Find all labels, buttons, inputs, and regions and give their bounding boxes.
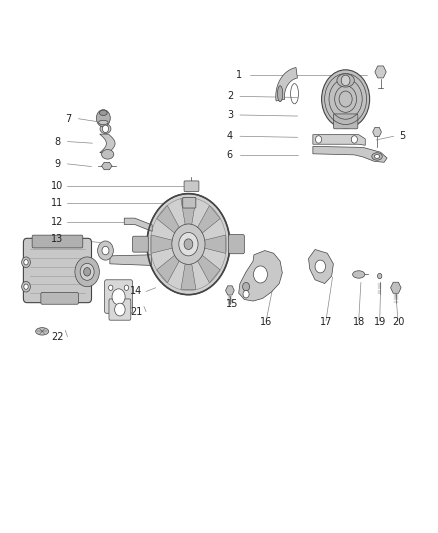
Circle shape xyxy=(351,136,357,143)
Polygon shape xyxy=(373,127,381,136)
FancyBboxPatch shape xyxy=(229,235,244,254)
Circle shape xyxy=(254,266,268,283)
Circle shape xyxy=(102,125,109,133)
Circle shape xyxy=(341,75,350,86)
Circle shape xyxy=(124,285,129,290)
Polygon shape xyxy=(181,244,196,290)
Text: 8: 8 xyxy=(54,136,60,147)
Polygon shape xyxy=(308,249,333,284)
Ellipse shape xyxy=(372,153,382,160)
Polygon shape xyxy=(226,286,234,295)
Polygon shape xyxy=(313,135,365,146)
Polygon shape xyxy=(188,205,220,244)
Text: 19: 19 xyxy=(374,317,386,327)
Text: 3: 3 xyxy=(227,110,233,120)
Polygon shape xyxy=(239,251,283,301)
Circle shape xyxy=(243,282,250,291)
Text: 18: 18 xyxy=(353,317,365,327)
Ellipse shape xyxy=(353,271,365,278)
FancyBboxPatch shape xyxy=(105,280,133,313)
Ellipse shape xyxy=(99,110,107,116)
Circle shape xyxy=(179,232,198,256)
Text: 14: 14 xyxy=(130,286,142,296)
Circle shape xyxy=(115,303,125,316)
Polygon shape xyxy=(157,244,188,283)
Circle shape xyxy=(315,136,321,143)
Text: 6: 6 xyxy=(227,150,233,160)
Polygon shape xyxy=(375,66,386,78)
Ellipse shape xyxy=(378,273,382,279)
Polygon shape xyxy=(110,255,151,265)
Circle shape xyxy=(315,260,325,273)
FancyBboxPatch shape xyxy=(183,197,196,208)
Text: 22: 22 xyxy=(51,332,64,342)
Polygon shape xyxy=(181,199,196,244)
Text: 17: 17 xyxy=(320,317,332,327)
Circle shape xyxy=(172,224,205,264)
Text: 1: 1 xyxy=(236,70,242,80)
Polygon shape xyxy=(151,235,188,253)
FancyBboxPatch shape xyxy=(133,236,148,252)
FancyBboxPatch shape xyxy=(184,181,199,191)
FancyBboxPatch shape xyxy=(41,293,78,304)
Text: 15: 15 xyxy=(226,298,238,309)
Text: 12: 12 xyxy=(51,217,64,228)
FancyBboxPatch shape xyxy=(333,114,358,129)
Circle shape xyxy=(24,260,28,265)
Text: 10: 10 xyxy=(51,181,64,191)
Polygon shape xyxy=(100,134,115,153)
Text: 5: 5 xyxy=(399,131,406,141)
Ellipse shape xyxy=(278,86,283,102)
Text: 2: 2 xyxy=(227,91,233,101)
Text: 7: 7 xyxy=(65,114,71,124)
Text: 4: 4 xyxy=(227,131,233,141)
Ellipse shape xyxy=(337,74,354,87)
Ellipse shape xyxy=(99,120,108,125)
Text: 11: 11 xyxy=(51,198,64,208)
Circle shape xyxy=(109,285,113,290)
Ellipse shape xyxy=(35,328,49,335)
Polygon shape xyxy=(102,163,112,169)
Ellipse shape xyxy=(100,124,111,134)
Ellipse shape xyxy=(102,150,114,159)
Polygon shape xyxy=(124,218,152,231)
Circle shape xyxy=(102,246,109,255)
Polygon shape xyxy=(188,244,220,283)
Ellipse shape xyxy=(112,289,125,305)
FancyBboxPatch shape xyxy=(109,299,131,320)
Circle shape xyxy=(21,257,30,268)
Polygon shape xyxy=(157,205,188,244)
Circle shape xyxy=(98,241,113,260)
Circle shape xyxy=(321,70,370,128)
Text: 9: 9 xyxy=(54,159,60,169)
Text: 16: 16 xyxy=(260,317,272,327)
Polygon shape xyxy=(188,235,226,253)
Text: 20: 20 xyxy=(392,317,404,327)
Circle shape xyxy=(21,281,30,292)
Polygon shape xyxy=(313,147,387,163)
Circle shape xyxy=(80,263,94,280)
Ellipse shape xyxy=(374,155,380,158)
FancyBboxPatch shape xyxy=(23,238,92,303)
Text: 13: 13 xyxy=(51,234,64,244)
Polygon shape xyxy=(391,282,401,293)
Circle shape xyxy=(243,290,249,298)
Circle shape xyxy=(84,268,91,276)
FancyBboxPatch shape xyxy=(32,235,83,248)
Text: 21: 21 xyxy=(130,306,142,317)
Circle shape xyxy=(147,193,230,295)
Circle shape xyxy=(96,110,110,127)
Polygon shape xyxy=(276,68,297,101)
Circle shape xyxy=(75,257,99,287)
Circle shape xyxy=(184,239,193,249)
Circle shape xyxy=(24,284,28,289)
